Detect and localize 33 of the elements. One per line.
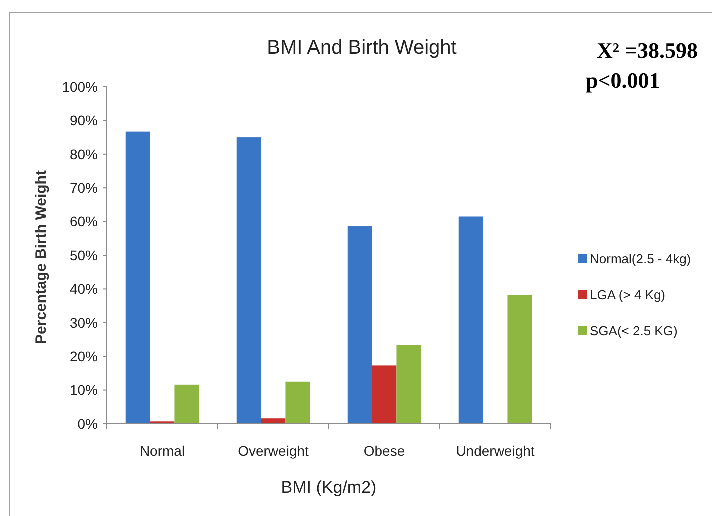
y-tick-label: 90% [70,112,98,129]
bar [372,366,397,424]
bar [286,382,310,424]
y-tick-label: 30% [70,314,98,331]
y-tick-label: 0% [78,416,98,432]
legend-label: LGA (> 4 Kg) [590,288,666,303]
y-tick-label: 20% [70,348,98,364]
bar [236,138,262,424]
chart-title: BMI And Birth Weight [267,37,458,59]
y-axis-title: Percentage Birth Weight [33,170,50,344]
x-tick-label: Overweight [238,443,310,459]
x-tick-label: Normal [140,443,186,459]
legend-label: Normal(2.5 - 4kg) [590,252,692,267]
bar [126,132,150,424]
bar [348,226,372,424]
text: X² =38.598 [597,38,698,63]
bar [261,418,286,424]
x-axis-title: BMI (Kg/m2) [281,478,377,497]
y-tick-label: 60% [70,214,98,230]
y-tick-label: 70% [70,180,98,196]
y-tick-label: 40% [70,281,98,298]
y-tick-label: 50% [70,247,98,264]
y-tick-label: 80% [70,146,98,162]
text: p<0.001 [586,68,660,93]
x-tick-label: Underweight [456,443,535,459]
bar [174,384,200,424]
bar [396,345,422,424]
bar [508,295,532,424]
y-tick-label: 10% [70,382,98,398]
y-tick-label: 100% [62,78,98,95]
bar [458,216,484,424]
x-tick-label: Obese [364,443,406,459]
legend-label: SGA(< 2.5 KG) [590,324,678,339]
